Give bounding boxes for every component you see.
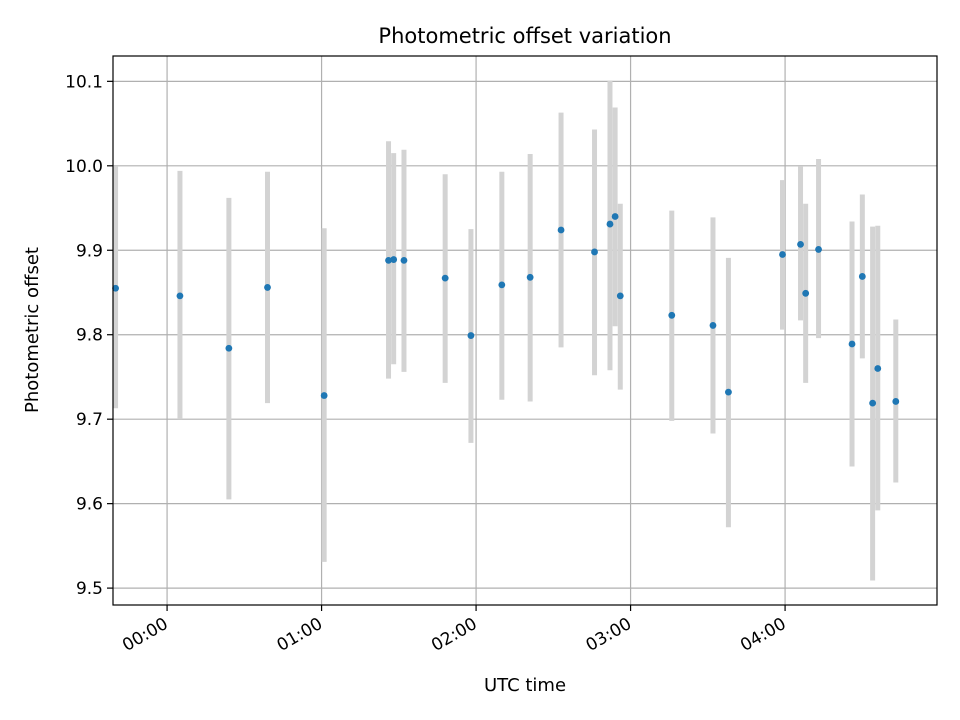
- data-point: [725, 388, 732, 396]
- data-point: [892, 398, 900, 405]
- chart-title: Photometric offset variation: [378, 24, 671, 48]
- data-point: [591, 248, 598, 256]
- x-tick-label: 02:00: [428, 614, 480, 656]
- data-point: [668, 311, 676, 319]
- x-axis-title: UTC time: [484, 675, 566, 696]
- y-tick-label: 9.6: [76, 495, 103, 515]
- data-point: [606, 220, 614, 228]
- data-point: [176, 292, 184, 300]
- y-tick-label: 9.5: [76, 579, 103, 599]
- data-point: [611, 213, 619, 220]
- data-point: [526, 273, 534, 281]
- data-point: [441, 274, 449, 282]
- data-point: [390, 256, 398, 263]
- y-axis-ticks: 9.5 9.6 9.7 9.8 9.9 10.0 10.1: [65, 72, 113, 599]
- data-point: [616, 292, 624, 300]
- data-point: [848, 340, 856, 348]
- data-points: [112, 213, 900, 407]
- data-point: [264, 284, 271, 291]
- data-point: [802, 289, 810, 297]
- data-point: [225, 344, 233, 352]
- x-axis-ticks: 00:00 01:00 02:00 03:00 04:00: [119, 605, 790, 656]
- plot-area-frame: [112, 55, 938, 606]
- data-point: [112, 284, 119, 292]
- data-point: [400, 256, 408, 264]
- data-point: [779, 251, 786, 258]
- y-tick-label: 10.1: [65, 72, 103, 92]
- x-tick-label: 04:00: [737, 614, 789, 656]
- data-point: [709, 322, 717, 329]
- data-point: [498, 281, 506, 289]
- y-tick-label: 9.8: [76, 326, 103, 346]
- data-point: [385, 256, 392, 264]
- y-tick-label: 9.9: [76, 241, 103, 261]
- x-tick-label: 01:00: [274, 614, 326, 656]
- y-axis-title: Photometric offset: [22, 247, 43, 413]
- data-point: [874, 365, 882, 372]
- data-point: [320, 392, 328, 399]
- x-tick-label: 00:00: [119, 614, 171, 656]
- data-point: [797, 240, 804, 248]
- y-tick-label: 10.0: [65, 157, 103, 177]
- error-bars: [113, 80, 899, 581]
- grid: [113, 56, 937, 605]
- data-point: [869, 399, 877, 407]
- data-point: [815, 246, 822, 253]
- x-tick-label: 03:00: [583, 614, 635, 656]
- y-tick-label: 9.7: [76, 410, 103, 430]
- data-point: [557, 226, 565, 234]
- data-point: [858, 273, 866, 280]
- data-point: [467, 332, 475, 339]
